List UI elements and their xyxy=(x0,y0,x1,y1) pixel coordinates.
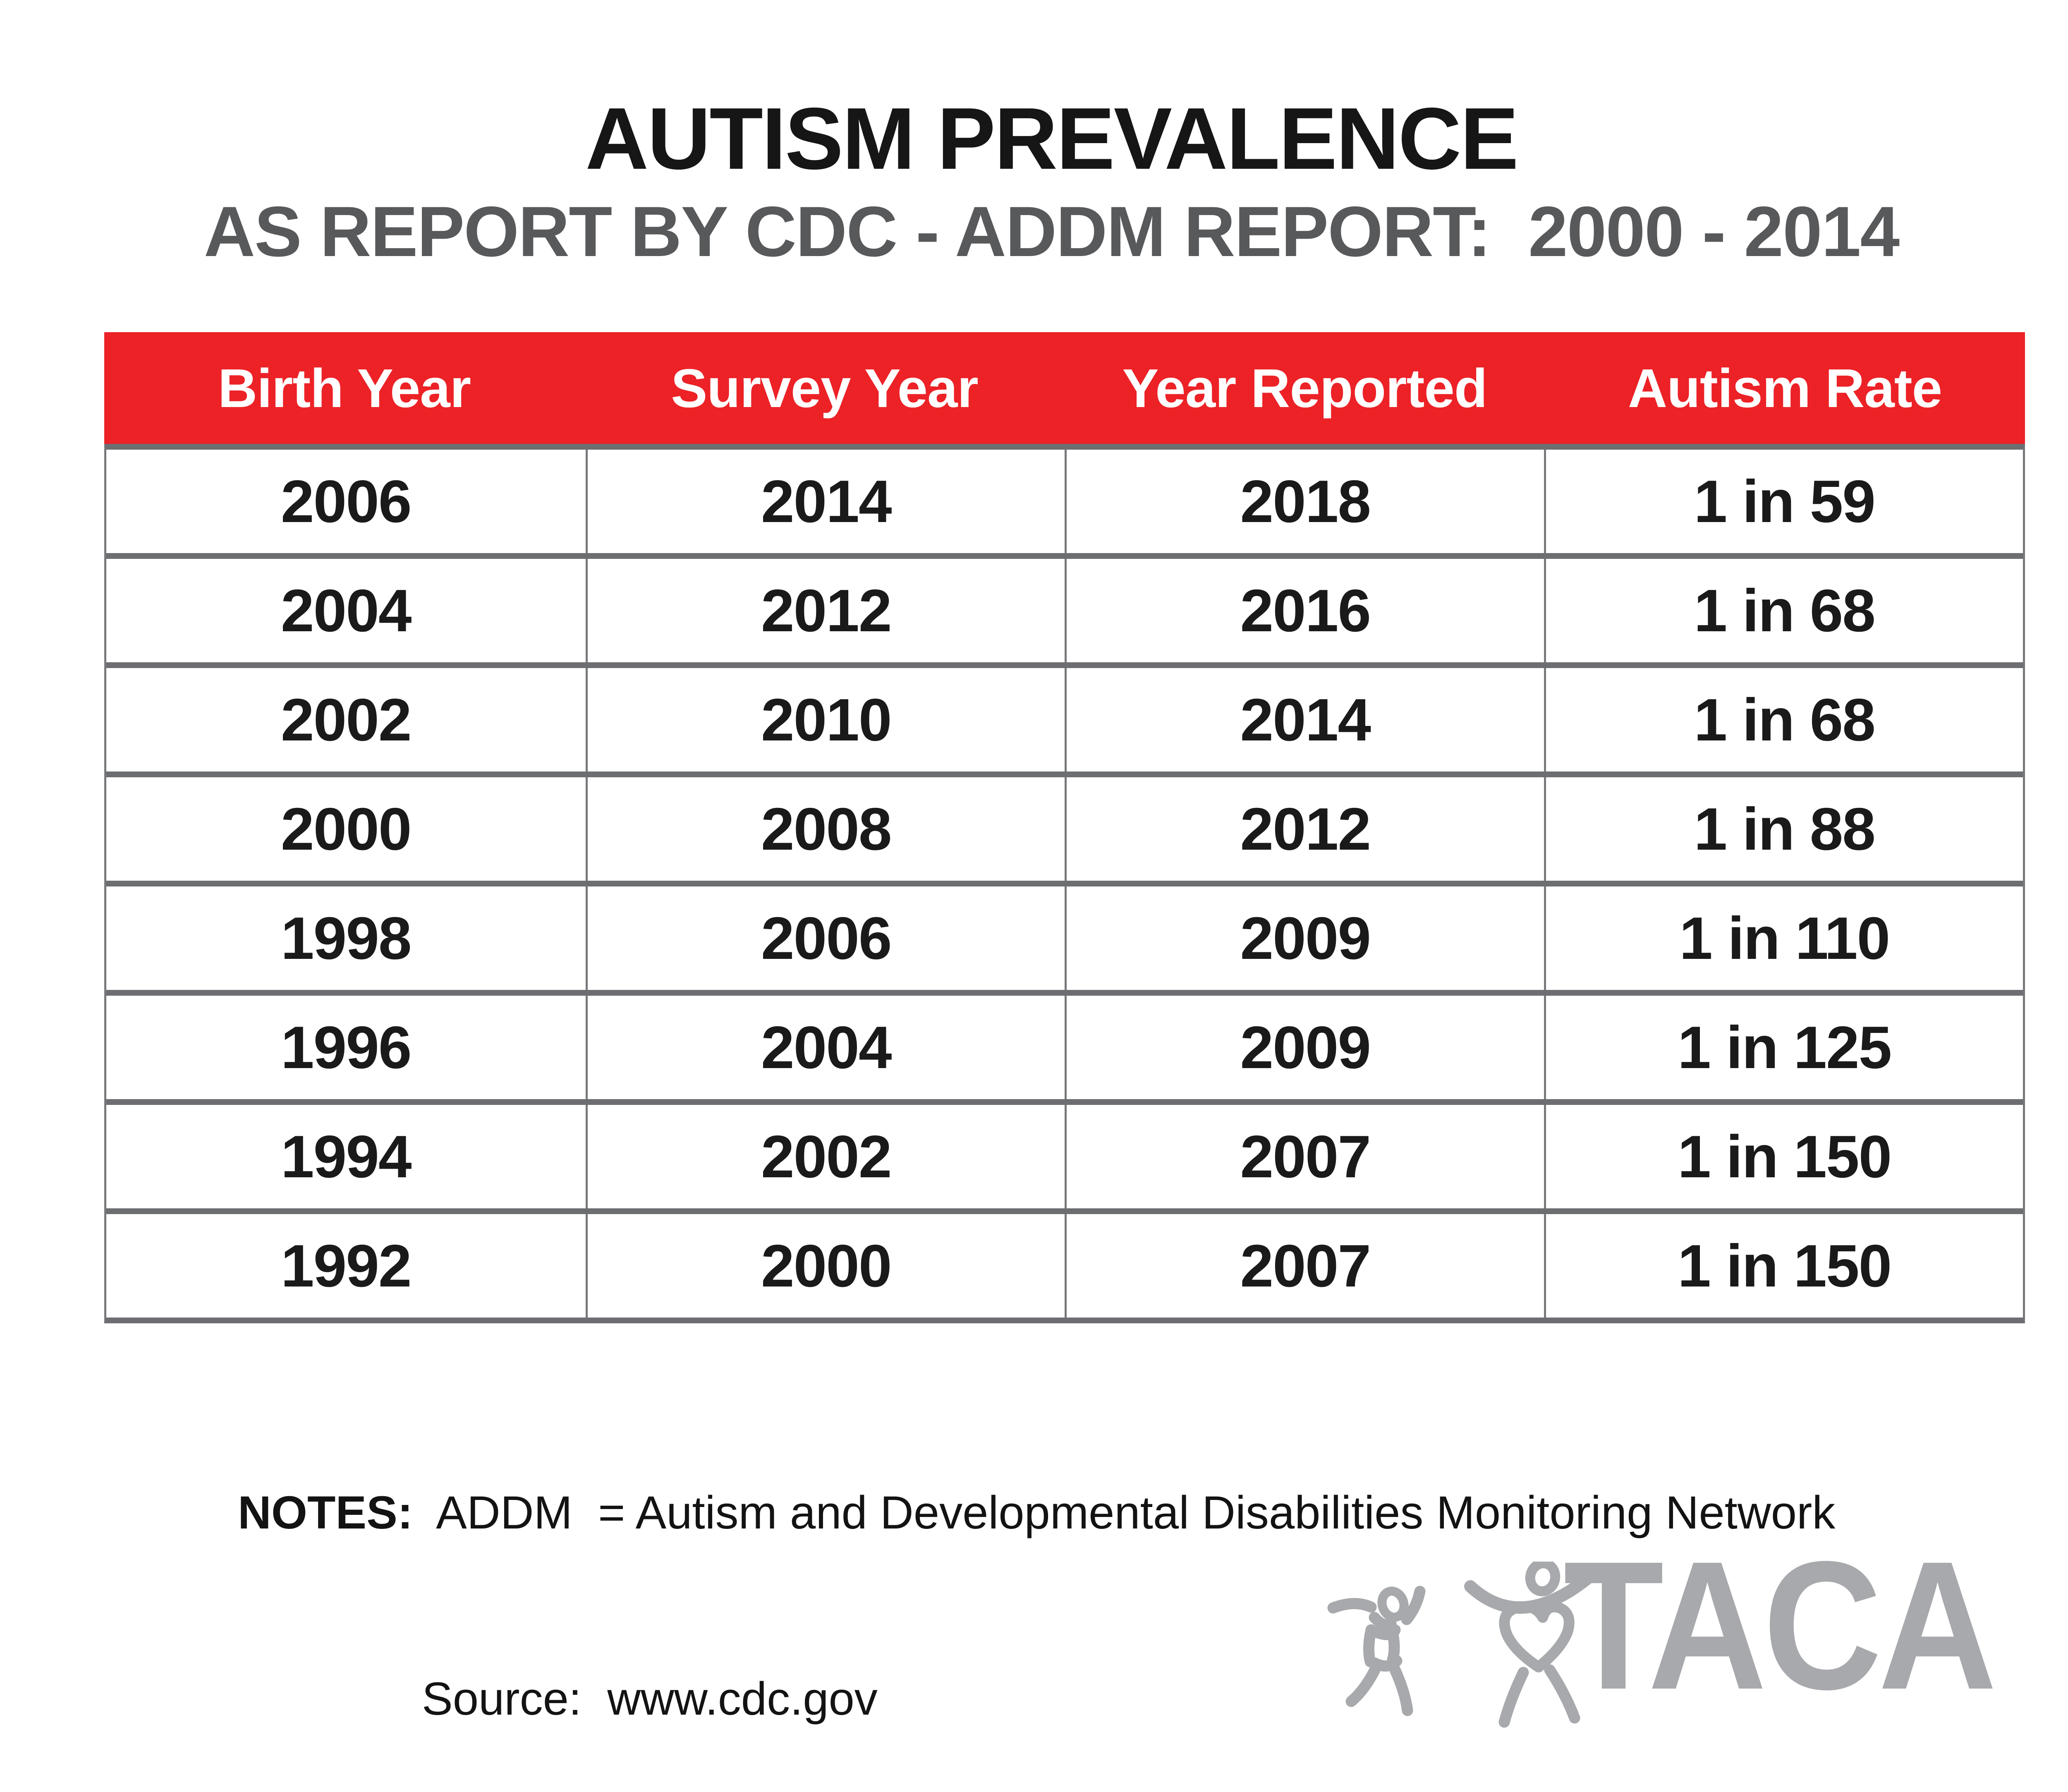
table-cell: 2006 xyxy=(280,467,412,535)
table-row: 2002 2010 2014 1 in 68 xyxy=(106,668,2023,777)
notes-block: NOTES: ADDM = Autism and Developmental D… xyxy=(238,1358,1835,1792)
table-cell: 1992 xyxy=(280,1232,412,1299)
table-cell: 2000 xyxy=(585,1214,1065,1318)
taca-wordmark: TACA xyxy=(1563,1523,1997,1727)
table-cell: 2004 xyxy=(280,577,412,644)
page-title: AUTISM PREVALENCE xyxy=(585,89,1519,187)
table-cell: 1 in 110 xyxy=(1544,886,2023,990)
table-cell: 2012 xyxy=(585,559,1065,662)
table-cell: 1 in 150 xyxy=(1544,1105,2023,1208)
table-cell: 2007 xyxy=(1065,1105,1544,1208)
notes-label: NOTES: xyxy=(238,1487,413,1538)
table-cell: 1996 xyxy=(280,1013,412,1081)
notes-definition: ADDM = Autism and Developmental Disabili… xyxy=(413,1487,1836,1538)
page-subtitle: AS REPORT BY CDC - ADDM REPORT: 2000 - 2… xyxy=(203,192,1900,271)
prevalence-table: Birth Year Survey Year Year Reported Aut… xyxy=(104,332,2025,1323)
table-cell: 2018 xyxy=(1065,450,1544,553)
table-row: 2000 2008 2012 1 in 88 xyxy=(106,777,2023,886)
table-cell: 1 in 150 xyxy=(1544,1214,2023,1318)
table-row: 1994 2002 2007 1 in 150 xyxy=(106,1105,2023,1214)
notes-source: Source: www.cdc.gov xyxy=(422,1673,878,1725)
table-row: 1992 2000 2007 1 in 150 xyxy=(106,1214,2023,1318)
taca-adult-figure-icon xyxy=(1464,1562,1605,1728)
table-cell: 2002 xyxy=(280,686,412,753)
table-cell: 2014 xyxy=(1065,668,1544,771)
table-cell: 2008 xyxy=(585,777,1065,881)
table-row: 2004 2012 2016 1 in 68 xyxy=(106,559,2023,668)
table-cell: 2000 xyxy=(280,795,412,862)
table-cell: 1998 xyxy=(280,904,412,972)
column-header-survey-year: Survey Year xyxy=(671,357,979,419)
table-cell: 1 in 59 xyxy=(1544,450,2023,553)
table-cell: 1 in 68 xyxy=(1544,559,2023,662)
table-cell: 2009 xyxy=(1065,996,1544,1099)
taca-figures-icon xyxy=(1327,1586,1426,1716)
table-cell: 2012 xyxy=(1065,777,1544,881)
table-cell: 2009 xyxy=(1065,886,1544,990)
table-cell: 1 in 68 xyxy=(1544,668,2023,771)
table-cell: 2004 xyxy=(585,996,1065,1099)
table-row: 2006 2014 2018 1 in 59 xyxy=(106,450,2023,559)
table-cell: 2007 xyxy=(1065,1214,1544,1318)
table-cell: 2010 xyxy=(585,668,1065,771)
table-cell: 2002 xyxy=(585,1105,1065,1208)
table-cell: 1994 xyxy=(280,1123,412,1190)
taca-logo: TACA xyxy=(1326,1526,2020,1758)
table-cell: 2006 xyxy=(585,886,1065,990)
column-header-birth-year: Birth Year xyxy=(218,357,471,419)
table-cell: 1 in 125 xyxy=(1544,996,2023,1099)
table-header-row: Birth Year Survey Year Year Reported Aut… xyxy=(104,332,2025,444)
column-header-year-reported: Year Reported xyxy=(1122,357,1488,419)
table-cell: 2014 xyxy=(585,450,1065,553)
column-header-autism-rate: Autism Rate xyxy=(1628,357,1942,419)
table-cell: 1 in 88 xyxy=(1544,777,2023,881)
notes-definition-line: NOTES: ADDM = Autism and Developmental D… xyxy=(238,1482,1835,1544)
table-row: 1996 2004 2009 1 in 125 xyxy=(106,996,2023,1105)
table-cell: 2016 xyxy=(1065,559,1544,662)
table-row: 1998 2006 2009 1 in 110 xyxy=(106,886,2023,996)
table-body: 2006 2014 2018 1 in 59 2004 2012 2016 1 … xyxy=(104,444,2025,1323)
notes-source-line: Source: www.cdc.gov xyxy=(238,1668,1835,1730)
